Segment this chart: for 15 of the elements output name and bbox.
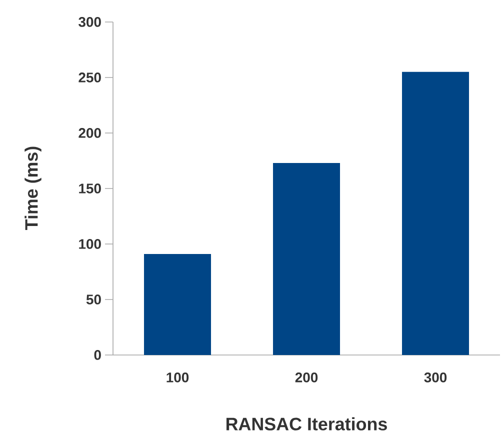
bar xyxy=(402,72,470,355)
y-tick-label: 300 xyxy=(78,17,101,27)
x-tick-label: 300 xyxy=(424,372,447,382)
y-tick-label: 0 xyxy=(94,350,101,360)
x-tick-label: 100 xyxy=(166,372,189,382)
x-tick-label: 200 xyxy=(295,372,318,382)
bar xyxy=(144,254,212,355)
y-tick-label: 250 xyxy=(78,72,101,82)
y-tick-label: 150 xyxy=(79,184,101,194)
y-tick-label: 200 xyxy=(78,128,101,138)
y-tick-label: 100 xyxy=(79,239,101,249)
y-tick-label: 50 xyxy=(86,294,101,304)
x-axis-title: RANSAC Iterations xyxy=(226,417,387,430)
y-axis-title: Time (ms) xyxy=(24,146,42,230)
bar xyxy=(273,162,340,355)
